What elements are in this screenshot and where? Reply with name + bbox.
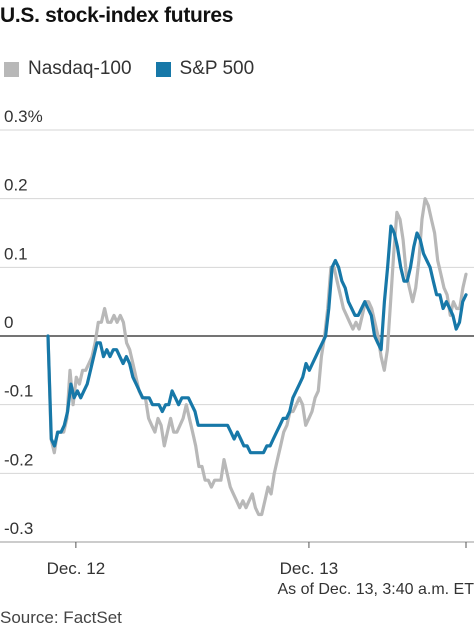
y-tick-label-6: -0.3	[4, 519, 33, 538]
chart-source: Source: FactSet	[0, 608, 122, 627]
x-tick-label-0: Dec. 12	[47, 559, 106, 578]
legend-label-nasdaq: Nasdaq-100	[28, 58, 132, 79]
legend-item-sp500: S&P 500	[152, 58, 255, 80]
x-tick-label-1: Dec. 13	[280, 559, 339, 578]
legend-swatch-nasdaq	[4, 61, 19, 77]
chart-title: U.S. stock-index futures	[0, 4, 234, 27]
legend-swatch-sp500	[155, 61, 171, 77]
legend: Nasdaq-100 S&P 500	[0, 58, 274, 80]
y-tick-label-2: 0.1	[4, 244, 28, 263]
y-tick-label-4: -0.1	[4, 382, 33, 401]
chart-footnote: As of Dec. 13, 3:40 a.m. ET	[277, 581, 474, 598]
y-tick-label-3: 0	[4, 313, 13, 332]
legend-item-nasdaq: Nasdaq-100	[0, 58, 132, 80]
y-tick-label-0: 0.3%	[4, 107, 43, 126]
y-tick-label-1: 0.2	[4, 176, 28, 195]
series-line-sp500	[46, 224, 468, 455]
y-tick-label-5: -0.2	[4, 450, 33, 469]
legend-label-sp500: S&P 500	[179, 58, 255, 79]
series-line-nasdaq	[46, 197, 468, 517]
